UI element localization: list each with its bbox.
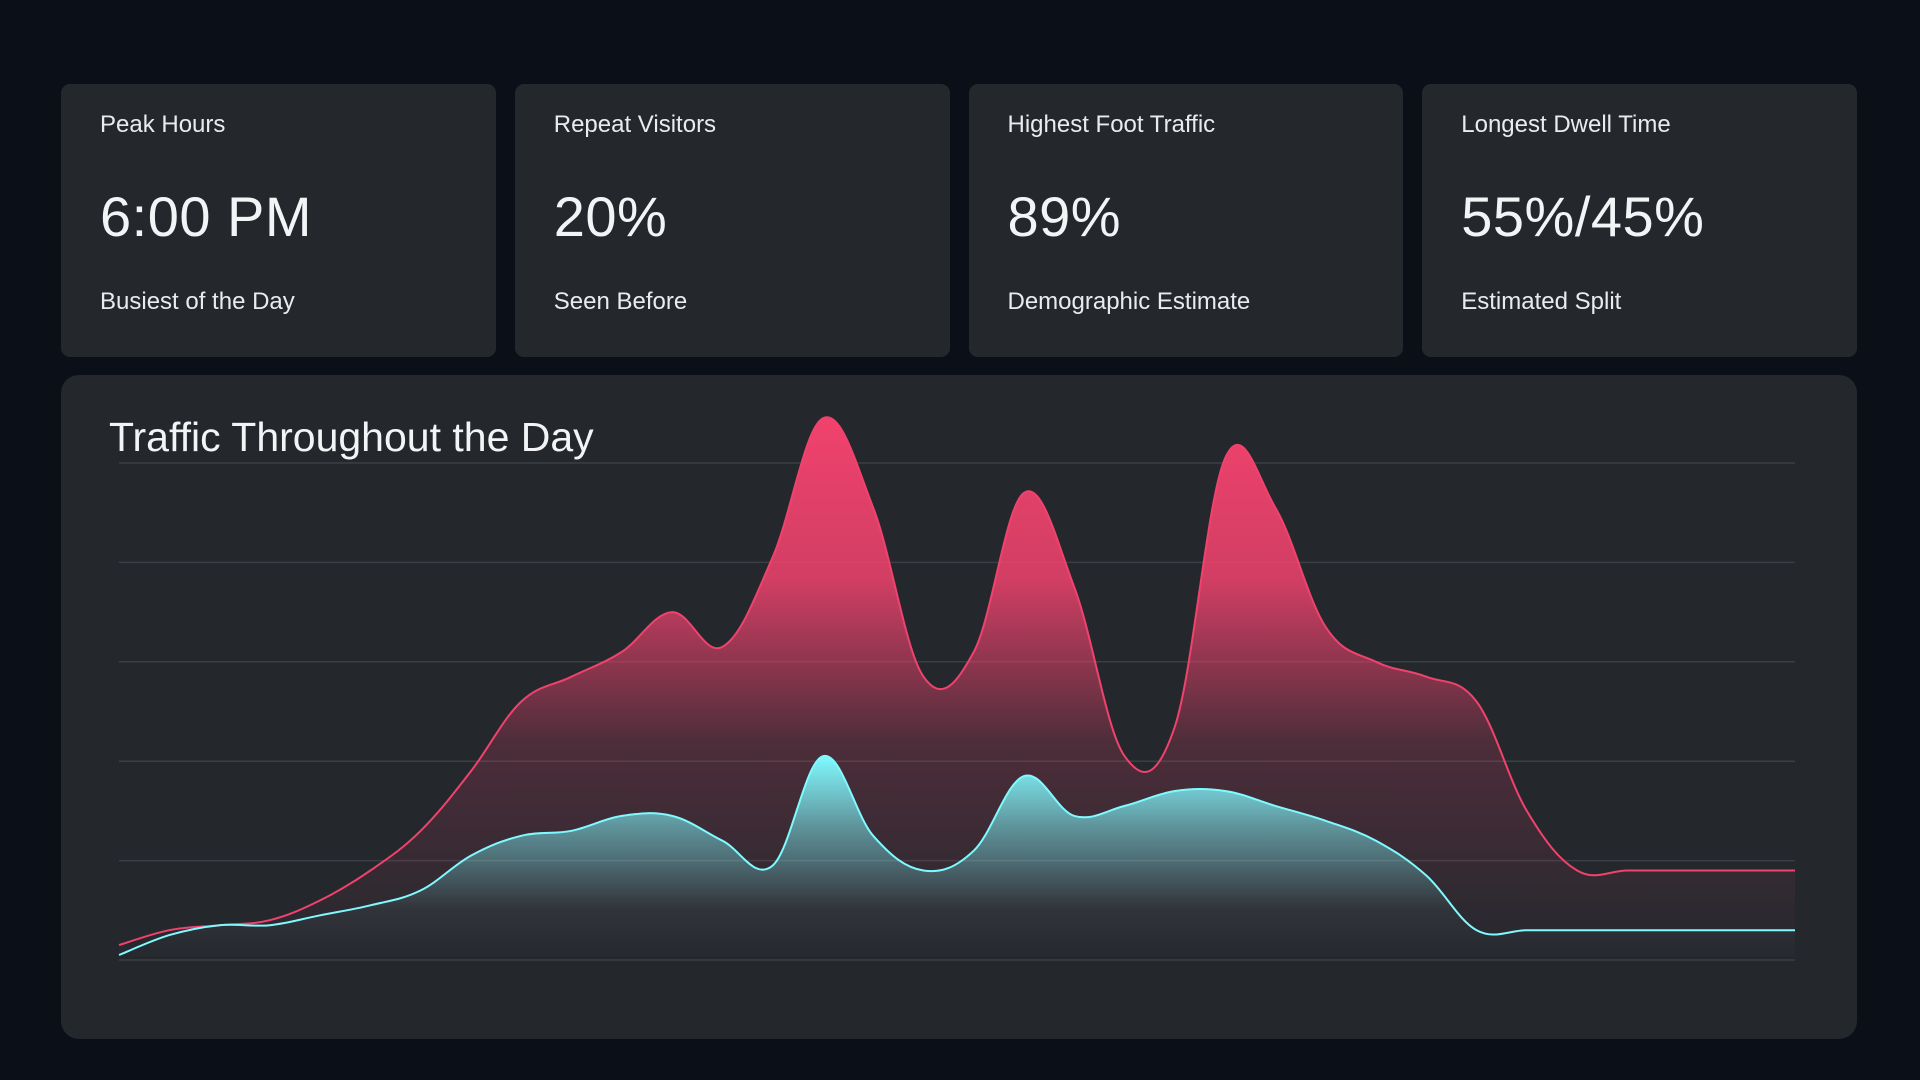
stat-card-highest-foot-traffic: Highest Foot Traffic 89% Demographic Est…: [968, 84, 1404, 357]
stat-caption: Seen Before: [553, 288, 688, 315]
stat-card-repeat-visitors: Repeat Visitors 20% Seen Before: [514, 84, 950, 357]
series-cyan-area: [119, 755, 1795, 960]
series-cyan-line: [118, 755, 1795, 956]
stat-value: 55%/45%: [1461, 185, 1705, 248]
stat-caption: Estimated Split: [1461, 288, 1622, 315]
stat-label: Longest Dwell Time: [1461, 111, 1671, 138]
stat-label: Highest Foot Traffic: [1007, 111, 1216, 138]
stat-value: 20%: [553, 185, 668, 248]
stat-card-longest-dwell-time: Longest Dwell Time 55%/45% Estimated Spl…: [1422, 84, 1857, 357]
stat-caption: Busiest of the Day: [100, 288, 295, 315]
stat-label: Repeat Visitors: [553, 111, 717, 138]
stat-value: 89%: [1007, 185, 1122, 248]
series-pink-area: [119, 417, 1795, 961]
stat-caption: Demographic Estimate: [1007, 288, 1251, 315]
chart-title: Traffic Throughout the Day: [109, 414, 594, 460]
stat-label: Peak Hours: [100, 111, 226, 138]
series-pink-line: [118, 416, 1795, 947]
traffic-chart-panel: Traffic Throughout the Day: [61, 375, 1857, 1039]
series-layer: [118, 416, 1795, 961]
stat-value: 6:00 PM: [100, 185, 313, 248]
stat-cards: Peak Hours 6:00 PM Busiest of the Day Re…: [61, 84, 1857, 357]
stat-card-peak-hours: Peak Hours 6:00 PM Busiest of the Day: [61, 84, 496, 357]
traffic-chart: [118, 416, 1795, 961]
